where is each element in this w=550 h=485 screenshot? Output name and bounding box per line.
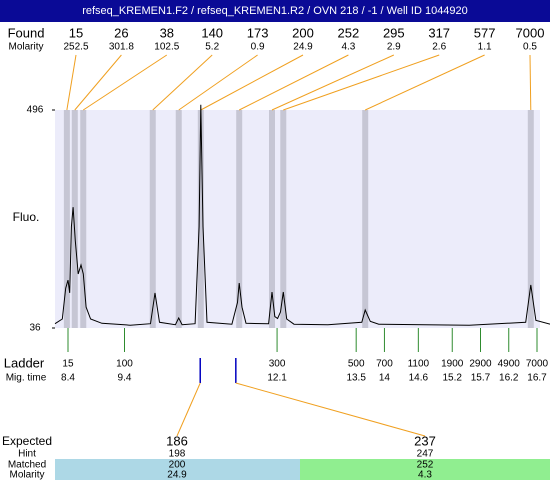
found-molarity: 102.5 — [154, 42, 179, 53]
ladder-size: 300 — [269, 359, 286, 370]
peak-connector — [66, 54, 77, 111]
y-tick-label: 36 — [29, 323, 41, 334]
expected-label: Expected — [2, 434, 52, 448]
fluo-label: Fluo. — [13, 210, 40, 224]
peak-connector — [365, 54, 485, 111]
peak-connector — [271, 54, 395, 111]
found-molarity: 252.5 — [63, 42, 88, 53]
found-molarity: 5.2 — [205, 42, 219, 53]
peak-connector — [283, 54, 440, 111]
found-molarity: 24.9 — [293, 42, 313, 53]
ladder-label: Ladder — [4, 355, 45, 370]
peak-band — [175, 110, 182, 328]
matched-molarity: 24.9 — [167, 470, 187, 480]
found-molarity: 2.6 — [432, 42, 446, 53]
found-size: 7000 — [516, 25, 545, 40]
matched-size: 200 — [169, 460, 186, 471]
peak-band — [527, 110, 534, 328]
peak-band — [268, 110, 275, 328]
found-molarity: 2.9 — [387, 42, 401, 53]
peak-band — [63, 110, 70, 328]
ladder-size: 1900 — [441, 359, 464, 370]
expected-size: 186 — [166, 433, 188, 448]
found-size: 26 — [114, 25, 128, 40]
ladder-size: 500 — [348, 359, 365, 370]
ladder-time: 8.4 — [61, 373, 75, 384]
peak-band — [71, 110, 78, 328]
found-molarity: 0.5 — [523, 42, 537, 53]
y-tick-label: 496 — [27, 105, 44, 116]
expected-hint: 198 — [169, 449, 186, 460]
ladder-time: 12.1 — [267, 373, 287, 384]
peak-connector — [529, 54, 532, 111]
found-size: 317 — [428, 25, 450, 40]
found-size: 577 — [474, 25, 496, 40]
peak-connector — [152, 54, 213, 111]
expected-connector — [235, 382, 426, 437]
peak-band — [236, 110, 243, 328]
found-molarity: 4.3 — [341, 42, 355, 53]
expected-connector — [176, 382, 201, 437]
found-size: 38 — [160, 25, 174, 40]
peak-band — [362, 110, 369, 328]
peak-connector — [82, 54, 168, 111]
peak-band — [149, 110, 156, 328]
ladder-size: 2900 — [469, 359, 492, 370]
found-size: 295 — [383, 25, 405, 40]
ladder-size: 4900 — [498, 359, 521, 370]
found-size: 15 — [69, 25, 83, 40]
found-label: Found — [8, 25, 45, 40]
matched-bg-1 — [55, 459, 300, 480]
ladder-time: 15.2 — [443, 373, 463, 384]
mig-time-label: Mig. time — [6, 373, 47, 384]
expected-hint: 247 — [417, 449, 434, 460]
found-size: 200 — [292, 25, 314, 40]
trace — [54, 104, 550, 326]
peak-connector — [178, 54, 258, 111]
found-size: 140 — [201, 25, 223, 40]
matched-bg-2 — [300, 459, 550, 480]
found-molarity: 301.8 — [109, 42, 134, 53]
matched-label: Matched — [8, 460, 46, 471]
ladder-time: 13.5 — [346, 373, 366, 384]
molarity-label: Molarity — [8, 42, 43, 53]
peak-connector — [238, 54, 349, 111]
ladder-time: 16.2 — [499, 373, 519, 384]
matched-molarity-label: Molarity — [9, 470, 44, 480]
ladder-size: 15 — [62, 359, 74, 370]
hint-label: Hint — [18, 449, 36, 460]
peak-connector — [74, 54, 122, 111]
expected-size: 237 — [414, 433, 436, 448]
peak-band — [197, 110, 204, 328]
ladder-size: 700 — [376, 359, 393, 370]
found-size: 252 — [338, 25, 360, 40]
ladder-time: 14 — [379, 373, 391, 384]
found-molarity: 1.1 — [478, 42, 492, 53]
title-bar — [0, 0, 550, 22]
ladder-time: 15.7 — [471, 373, 491, 384]
peak-band — [80, 110, 87, 328]
ladder-time: 16.7 — [527, 373, 547, 384]
found-size: 173 — [247, 25, 269, 40]
title: refseq_KREMEN1.F2 / refseq_KREMEN1.R2 / … — [82, 5, 468, 17]
found-molarity: 0.9 — [251, 42, 265, 53]
ladder-time: 14.6 — [409, 373, 429, 384]
ladder-size: 1100 — [408, 359, 430, 370]
peak-connector — [200, 54, 304, 111]
ladder-size: 100 — [116, 359, 133, 370]
ladder-time: 9.4 — [118, 373, 132, 384]
ladder-size: 7000 — [526, 359, 549, 370]
peak-band — [280, 110, 287, 328]
matched-size: 252 — [417, 460, 434, 471]
plot-area — [55, 110, 540, 328]
matched-molarity: 4.3 — [418, 470, 432, 480]
